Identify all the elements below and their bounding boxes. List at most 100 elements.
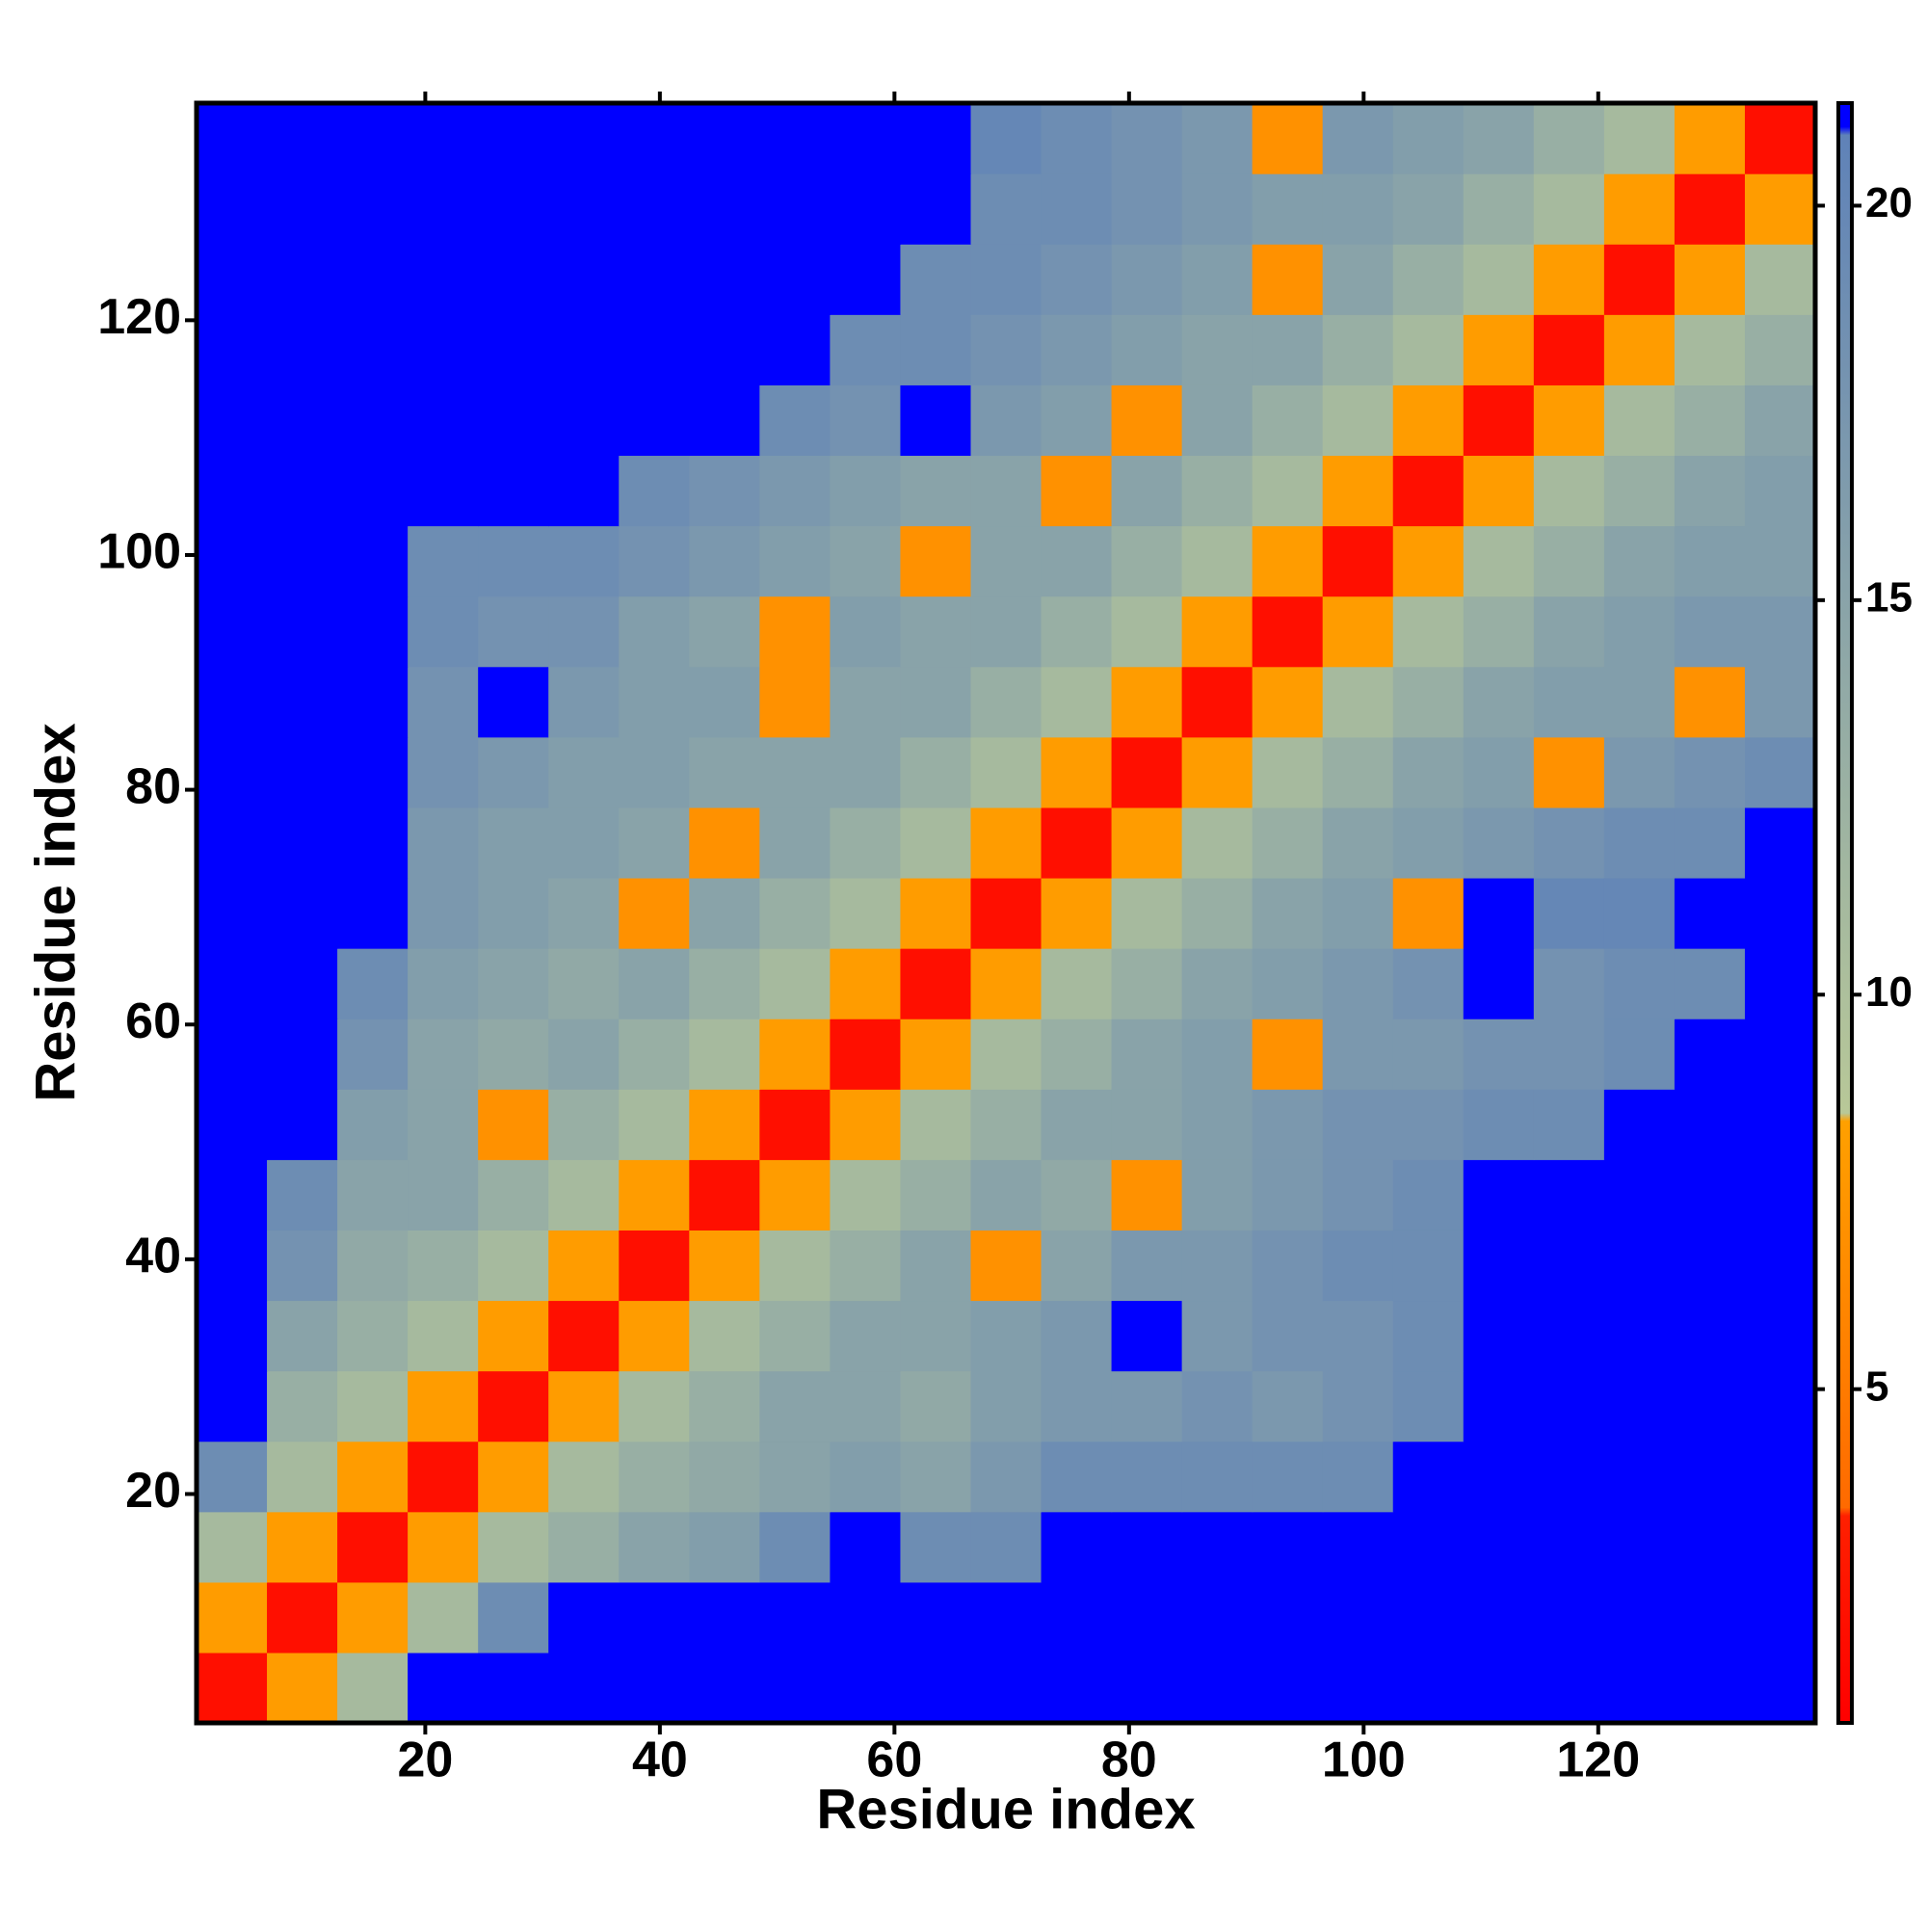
heatmap-cell — [1111, 666, 1183, 738]
heatmap-cell — [1181, 1581, 1254, 1654]
heatmap-cell — [1603, 595, 1676, 668]
heatmap-cell — [1111, 1089, 1183, 1160]
heatmap-cell — [1111, 525, 1183, 597]
colorbar-tick-label: 10 — [1865, 968, 1913, 1016]
heatmap-cell — [337, 1089, 409, 1160]
heatmap-cell — [1674, 384, 1746, 457]
heatmap-cell — [1533, 455, 1605, 527]
heatmap-cell — [1603, 1511, 1676, 1583]
heatmap-cell — [1463, 1089, 1535, 1160]
heatmap-cell — [1674, 1652, 1746, 1724]
heatmap-cell — [1392, 1441, 1465, 1513]
heatmap-cell — [1041, 1511, 1113, 1583]
heatmap-cell — [1111, 736, 1183, 808]
colorbar-segment — [1838, 126, 1852, 136]
heatmap-cell — [1744, 1300, 1816, 1372]
heatmap-cell — [970, 948, 1043, 1019]
heatmap-cell — [1392, 384, 1465, 457]
heatmap-cells — [197, 103, 1816, 1724]
heatmap-cell — [408, 1089, 479, 1160]
heatmap-cell — [478, 525, 549, 597]
heatmap-cell — [1392, 736, 1465, 808]
heatmap-cell — [1392, 455, 1465, 527]
heatmap-cell — [689, 1441, 760, 1513]
heatmap-cell — [1322, 173, 1394, 245]
heatmap-cell — [548, 1300, 620, 1372]
heatmap-cell — [408, 1441, 479, 1513]
heatmap-cell — [1252, 244, 1324, 315]
heatmap-cell — [1111, 314, 1183, 385]
heatmap-cell — [970, 595, 1043, 668]
heatmap-cell — [1533, 807, 1605, 879]
heatmap-cell — [548, 736, 620, 808]
heatmap-cell — [1252, 103, 1324, 174]
heatmap-cell — [1041, 103, 1113, 174]
heatmap-cell — [1252, 525, 1324, 597]
heatmap-cell — [1252, 736, 1324, 808]
heatmap-cell — [970, 1370, 1043, 1442]
heatmap-cell — [1252, 384, 1324, 457]
heatmap-cell — [1322, 736, 1394, 808]
heatmap-cell — [267, 1652, 338, 1724]
heatmap-cell — [759, 1159, 831, 1231]
heatmap-cell — [759, 1089, 831, 1160]
heatmap-cell — [548, 1019, 620, 1090]
heatmap-cell — [478, 173, 549, 245]
heatmap-cell — [478, 877, 549, 949]
heatmap-cell — [548, 455, 620, 527]
heatmap-cell — [1181, 384, 1254, 457]
heatmap-cell — [267, 595, 338, 668]
colorbar-segment — [1838, 1515, 1852, 1724]
heatmap-cell — [830, 1511, 902, 1583]
heatmap-cell — [970, 1230, 1043, 1302]
heatmap-cell — [830, 1230, 902, 1302]
heatmap-cell — [267, 314, 338, 385]
heatmap-cell — [1463, 384, 1535, 457]
heatmap-cell — [1744, 103, 1816, 174]
heatmap-cell — [1111, 1300, 1183, 1372]
heatmap-cell — [408, 1652, 479, 1724]
heatmap-cell — [478, 807, 549, 879]
heatmap-cell — [1252, 877, 1324, 949]
heatmap-cell — [1744, 244, 1816, 315]
heatmap-cell — [1744, 1230, 1816, 1302]
heatmap-cell — [900, 1581, 972, 1654]
heatmap-cell — [970, 877, 1043, 949]
heatmap-cell — [689, 666, 760, 738]
heatmap-cell — [267, 807, 338, 879]
heatmap-cell — [548, 1230, 620, 1302]
heatmap-cell — [1322, 807, 1394, 879]
heatmap-cell — [1322, 1441, 1394, 1513]
heatmap-cell — [1041, 1230, 1113, 1302]
heatmap-cell — [1533, 1511, 1605, 1583]
heatmap-cell — [337, 103, 409, 174]
heatmap-cell — [478, 384, 549, 457]
heatmap-cell — [197, 244, 268, 315]
colorbar-segment — [1838, 1121, 1852, 1508]
heatmap-cell — [830, 1159, 902, 1231]
heatmap-cell — [337, 1370, 409, 1442]
heatmap-cell — [970, 173, 1043, 245]
x-tick-label: 40 — [632, 1733, 688, 1788]
heatmap-cell — [337, 244, 409, 315]
heatmap-cell — [1041, 736, 1113, 808]
x-tick-label: 20 — [397, 1733, 453, 1788]
heatmap-cell — [478, 1159, 549, 1231]
heatmap-cell — [1252, 1019, 1324, 1090]
heatmap-cell — [1744, 1019, 1816, 1090]
heatmap-cell — [548, 666, 620, 738]
heatmap-cell — [1744, 877, 1816, 949]
heatmap-cell — [619, 1230, 690, 1302]
heatmap-cell — [619, 384, 690, 457]
heatmap-cell — [197, 948, 268, 1019]
heatmap-cell — [197, 736, 268, 808]
heatmap-cell — [408, 1511, 479, 1583]
heatmap-cell — [1041, 384, 1113, 457]
heatmap-cell — [548, 1441, 620, 1513]
heatmap-cell — [619, 455, 690, 527]
heatmap-cell — [1392, 1652, 1465, 1724]
y-tick-label: 40 — [125, 1229, 181, 1284]
heatmap-cell — [1463, 948, 1535, 1019]
heatmap-cell — [478, 666, 549, 738]
heatmap-cell — [478, 1019, 549, 1090]
